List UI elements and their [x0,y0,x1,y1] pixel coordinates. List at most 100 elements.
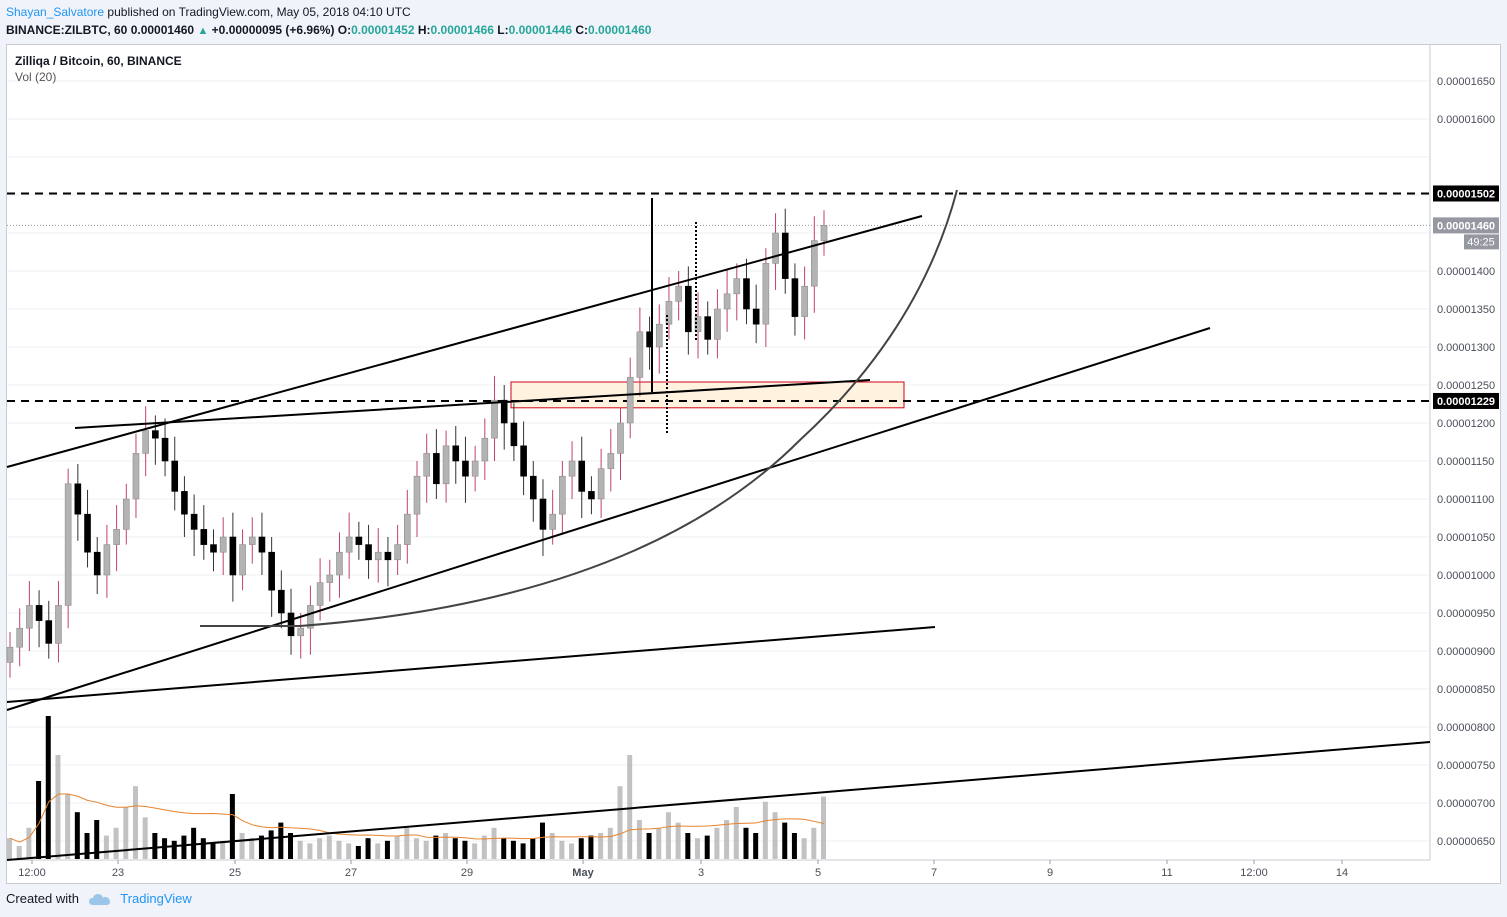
candle-up [239,544,246,576]
candle-down [791,278,799,317]
volume-bar [26,827,32,859]
volume-bar [607,827,613,859]
volume-bar [452,838,458,859]
candle-up [16,627,23,648]
volume-bar [36,781,42,859]
candle-up [326,574,334,583]
volume-bar [443,833,449,859]
x-tick-label: May [572,867,594,879]
volume-bar [743,827,749,859]
candle-down [510,422,518,447]
candle-up [772,232,779,264]
volume-bar [675,822,681,859]
volume-bar [588,835,594,859]
volume-bar [74,812,80,859]
countdown-timer: 49:25 [1467,236,1495,248]
candle-down [433,453,440,485]
volume-bar [685,833,691,859]
volume-bar [695,838,701,859]
candle-up [142,430,149,454]
created-with-text: Created with [6,891,79,906]
volume-bar [297,840,303,859]
candle-down [74,483,82,515]
candle-up [122,498,130,530]
candle-up [26,605,33,629]
legend-title: Zilliqa / Bitcoin, 60, BINANCE [15,54,182,68]
trendline [6,327,1211,711]
y-tick-label: 0.00001600 [1437,114,1495,126]
published-text: published on TradingView.com, May 05, 20… [107,5,411,19]
parabolic-curve [200,189,958,627]
volume-bar [491,827,497,859]
candle-down [35,605,43,621]
candle-down [578,460,586,492]
volume-bar [753,833,759,859]
volume-bar [113,827,119,859]
low-label: L: [497,23,509,37]
candle-up [297,627,305,637]
volume-bar [433,835,439,859]
volume-bar [472,843,478,859]
symbol-label[interactable]: BINANCE:ZILBTC, 60 [6,23,128,37]
volume-bar [782,822,788,859]
volume-bar [394,835,400,859]
price-axis-label-bg [1433,217,1499,234]
candle-up [55,605,62,644]
volume-bar [7,838,12,859]
candle-up [394,544,401,561]
candle-down [152,430,159,439]
y-tick-label: 0.00000900 [1437,646,1495,658]
candle-up [607,453,615,469]
candle-up [307,605,314,629]
author-link[interactable]: Shayan_Salvatore [6,5,105,19]
volume-bar [278,822,284,859]
candle-up [336,551,343,576]
y-tick-label: 0.00000650 [1437,836,1495,848]
candle-down [190,513,198,530]
price-axis-label: 0.00001460 [1437,220,1495,232]
volume-bar [200,838,206,859]
volume-bar [772,812,778,859]
legend-volume: Vol (20) [15,70,57,84]
volume-bar [414,838,419,859]
countdown-bg [1464,234,1499,250]
volume-bar [714,827,720,859]
x-tick-label: 5 [815,867,821,879]
candle-up [404,513,411,545]
volume-bar [724,820,730,859]
candle-down [258,536,266,553]
volume-bar [733,807,739,859]
y-tick-label: 0.00000750 [1437,760,1495,772]
volume-bar [191,827,197,859]
candle-up [597,468,605,500]
volume-bar [220,840,226,859]
close-label: C: [575,23,589,37]
candle-down [365,544,372,561]
y-tick-label: 0.00000950 [1437,608,1495,620]
volume-bar [384,840,390,859]
candle-down [278,589,285,614]
candle-up [374,551,382,561]
x-tick-label: 14 [1336,867,1348,879]
chart-legend: Zilliqa / Bitcoin, 60, BINANCE Vol (20) [15,53,182,85]
tradingview-link[interactable]: TradingView [120,891,192,906]
candle-up [626,377,634,424]
volume-bar [510,840,516,859]
trendline [6,741,1431,861]
candle-up [617,422,624,454]
candle-down [452,445,460,462]
x-tick-label: 27 [345,867,357,879]
volume-bar [462,840,468,859]
candle-up [491,399,498,439]
high-value: 0.00001466 [430,23,494,37]
y-tick-label: 0.00001650 [1437,76,1495,88]
chart-panel[interactable] [6,44,1501,884]
candle-up [103,544,111,576]
open-label: O: [337,23,352,37]
y-tick-label: 0.00000800 [1437,722,1495,734]
volume-bar [569,843,575,859]
volume-bar [791,833,797,859]
candle-up [820,225,828,241]
high-label: H: [417,23,431,37]
